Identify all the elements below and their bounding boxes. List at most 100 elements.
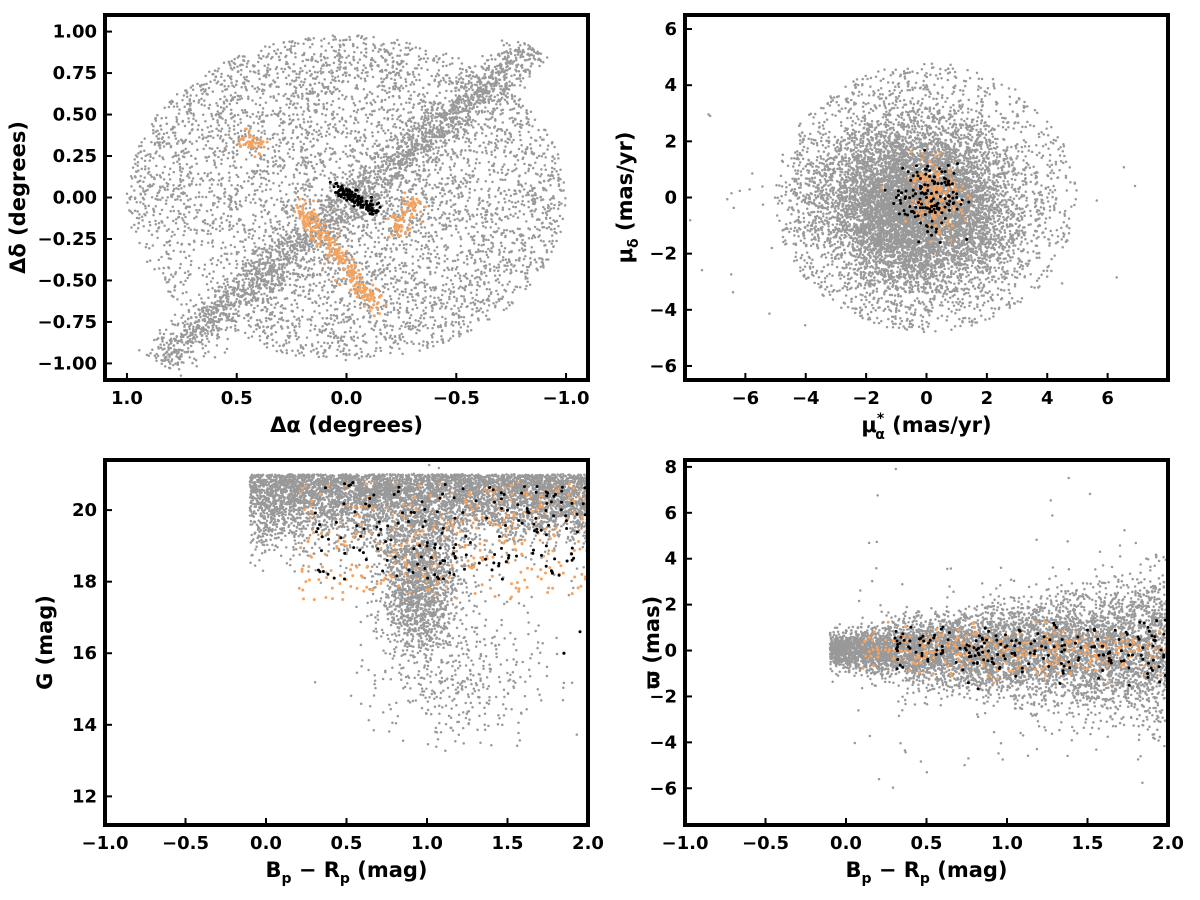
point [215, 127, 218, 130]
point [306, 38, 310, 42]
point [330, 152, 333, 156]
point [547, 174, 550, 177]
point [182, 149, 185, 152]
point [467, 138, 471, 141]
point [557, 203, 561, 207]
point [305, 276, 308, 279]
point [413, 286, 416, 290]
point [333, 76, 337, 79]
point [466, 209, 469, 212]
point [357, 176, 360, 179]
point [137, 221, 141, 225]
point [308, 318, 312, 321]
point [221, 90, 224, 93]
point [256, 304, 259, 308]
point [220, 162, 223, 166]
point [416, 240, 420, 244]
point [245, 65, 249, 68]
point [165, 199, 168, 202]
point [353, 104, 357, 107]
point [477, 250, 480, 253]
point [461, 136, 465, 139]
point [299, 346, 303, 349]
point [407, 111, 410, 114]
point [365, 51, 368, 54]
point [336, 348, 339, 352]
point [275, 341, 278, 344]
point [332, 313, 336, 317]
point [346, 308, 350, 312]
point [175, 187, 178, 190]
point [481, 298, 485, 302]
point [415, 331, 418, 335]
point [398, 263, 401, 267]
point [383, 323, 386, 327]
point [133, 209, 137, 213]
point [328, 90, 332, 93]
point [228, 223, 232, 227]
point [328, 123, 332, 126]
point [462, 261, 466, 264]
point [184, 138, 188, 142]
point [296, 233, 299, 236]
point [233, 200, 237, 204]
point [351, 42, 355, 46]
point [344, 61, 347, 65]
point [328, 133, 331, 136]
point [193, 240, 196, 244]
point [429, 272, 432, 276]
point [348, 302, 351, 306]
point [348, 144, 352, 147]
point [329, 317, 333, 321]
point [138, 184, 142, 188]
point [174, 151, 177, 155]
point [369, 65, 372, 68]
point [257, 69, 260, 72]
point [345, 56, 348, 59]
point [445, 64, 448, 68]
point [459, 279, 463, 283]
point [213, 161, 217, 165]
point [290, 79, 294, 82]
point [203, 171, 206, 175]
point [425, 178, 428, 181]
point [503, 149, 506, 152]
point [321, 316, 324, 320]
point [515, 238, 519, 242]
point [220, 254, 223, 258]
point [487, 238, 490, 242]
point [500, 168, 503, 171]
point [389, 324, 392, 328]
point [353, 212, 356, 215]
point [172, 209, 176, 213]
point [315, 176, 319, 180]
point [298, 319, 301, 322]
point [351, 224, 355, 228]
point [473, 258, 477, 262]
point [254, 201, 257, 205]
point [373, 269, 377, 272]
point [288, 102, 292, 106]
point [129, 210, 133, 214]
point [316, 340, 320, 344]
point [271, 344, 275, 347]
point [437, 149, 440, 153]
point [522, 212, 526, 216]
point [245, 62, 249, 65]
point [228, 76, 232, 79]
point [458, 210, 462, 213]
point [304, 183, 307, 186]
point [152, 132, 155, 135]
point [427, 231, 431, 234]
point [333, 308, 337, 311]
point [232, 66, 236, 69]
point [282, 306, 285, 310]
point [393, 340, 397, 344]
point [454, 320, 458, 324]
point [503, 132, 507, 136]
point [335, 213, 338, 216]
point [300, 156, 303, 159]
point [400, 290, 404, 293]
point [351, 97, 354, 101]
point [533, 199, 536, 203]
